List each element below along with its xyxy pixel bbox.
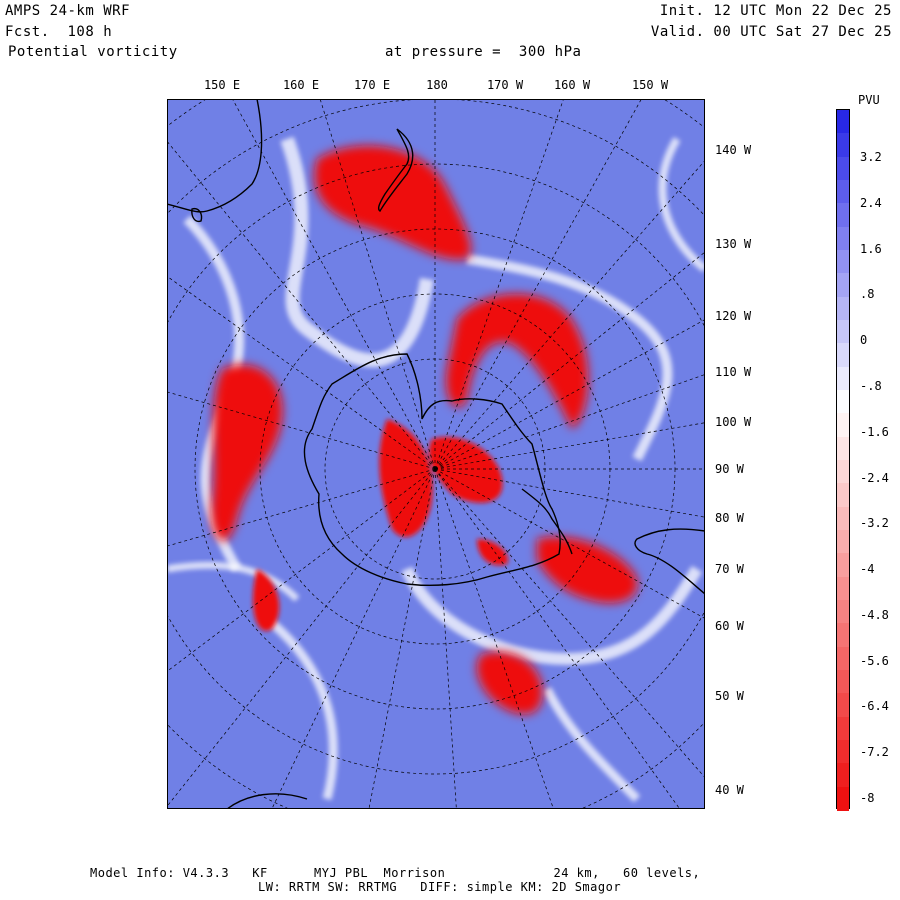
- colorbar-segment: [837, 156, 849, 181]
- colorbar-segment: [837, 553, 849, 578]
- colorbar-label: -3.2: [860, 516, 889, 531]
- colorbar-label: -.8: [860, 378, 882, 393]
- lon-label-right: 90 W: [715, 462, 744, 476]
- colorbar-segment: [837, 646, 849, 671]
- lon-label-right: 100 W: [715, 415, 752, 429]
- colorbar-label: .8: [860, 287, 875, 302]
- colorbar-segment: [837, 273, 849, 298]
- lon-label-right: 110 W: [715, 365, 752, 379]
- lon-label-right: 120 W: [715, 309, 752, 323]
- pv-negative-anomalies: [211, 145, 638, 715]
- colorbar-label: -4: [860, 562, 875, 577]
- colorbar-segment: [837, 250, 849, 274]
- colorbar-segment: [837, 203, 849, 228]
- lon-label-right: 40 W: [715, 783, 744, 797]
- colorbar-segment: [837, 716, 849, 741]
- coastlines: [167, 99, 705, 809]
- lon-label-right: 80 W: [715, 511, 744, 525]
- new-zealand: [377, 128, 414, 212]
- lat-lon-graticule: [167, 99, 705, 809]
- colorbar-segment: [837, 460, 849, 484]
- model-title: AMPS 24-km WRF: [5, 3, 131, 19]
- south-america-tip: [634, 528, 705, 595]
- colorbar-segment: [837, 436, 849, 461]
- colorbar-segment: [837, 366, 849, 391]
- valid-time: Valid. 00 UTC Sat 27 Dec 25: [650, 24, 892, 40]
- colorbar-label: -2.4: [860, 470, 889, 485]
- colorbar-segment: [837, 390, 849, 414]
- pressure-level: at pressure = 300 hPa: [385, 44, 582, 60]
- colorbar-segment: [837, 693, 849, 718]
- colorbar-label: 2.4: [860, 195, 882, 210]
- antarctica-coast: [303, 353, 561, 587]
- lon-label-top: 180: [426, 78, 448, 92]
- colorbar-label: 3.2: [860, 150, 882, 164]
- colorbar-segment: [837, 483, 849, 508]
- colorbar-segment: [837, 506, 849, 531]
- colorbar-label: -7.2: [860, 745, 889, 760]
- lon-label-right: 140 W: [715, 143, 752, 157]
- lon-label-right: 50 W: [715, 689, 744, 703]
- lon-label-top: 170 W: [486, 78, 524, 92]
- colorbar-label: -6.4: [860, 699, 889, 714]
- physics-info: LW: RRTM SW: RRTMG DIFF: simple KM: 2D S…: [258, 880, 622, 894]
- lon-label-right: 130 W: [715, 237, 752, 251]
- colorbar-segment: [837, 600, 849, 624]
- colorbar-label: -1.6: [860, 424, 889, 439]
- model-info: Model Info: V4.3.3 KF MYJ PBL Morrison 2…: [90, 866, 701, 880]
- forecast-hour: Fcst. 108 h: [5, 24, 113, 40]
- lon-label-top: 160 E: [282, 78, 320, 92]
- colorbar-segment: [837, 530, 849, 554]
- colorbar-segment: [837, 180, 849, 204]
- colorbar-segment: [837, 320, 849, 344]
- pv-map: [167, 99, 705, 809]
- colorbar: [836, 109, 850, 811]
- lon-label-right: 60 W: [715, 619, 744, 633]
- colorbar-segment: [837, 763, 849, 788]
- colorbar-segment: [837, 670, 849, 694]
- lon-label-top: 160 W: [553, 78, 591, 92]
- colorbar-label: 1.6: [860, 241, 882, 256]
- colorbar-label: -4.8: [860, 607, 889, 622]
- init-time: Init. 12 UTC Mon 22 Dec 25: [659, 3, 892, 19]
- field-name: Potential vorticity: [8, 44, 178, 60]
- colorbar-segment: [837, 110, 849, 134]
- colorbar-segment: [837, 623, 849, 648]
- colorbar-label: 0: [860, 333, 868, 348]
- colorbar-segment: [837, 296, 849, 321]
- antarctic-peninsula: [521, 488, 573, 555]
- map-frame: [167, 99, 705, 809]
- colorbar-unit: PVU: [858, 93, 880, 107]
- colorbar-segment: [837, 226, 849, 251]
- lon-label-right: 70 W: [715, 562, 744, 576]
- lon-label-top: 150 E: [203, 78, 241, 92]
- colorbar-segment: [837, 576, 849, 601]
- colorbar-segment: [837, 786, 849, 811]
- africa-tip: [226, 793, 308, 809]
- colorbar-label: -5.6: [860, 653, 889, 668]
- tasmania: [191, 207, 203, 223]
- colorbar-segment: [837, 413, 849, 438]
- colorbar-segment: [837, 133, 849, 158]
- lon-label-top: 150 W: [631, 78, 669, 92]
- lon-label-top: 170 E: [353, 78, 391, 92]
- colorbar-segment: [837, 740, 849, 764]
- colorbar-label: -8: [860, 791, 875, 805]
- colorbar-segment: [837, 343, 849, 368]
